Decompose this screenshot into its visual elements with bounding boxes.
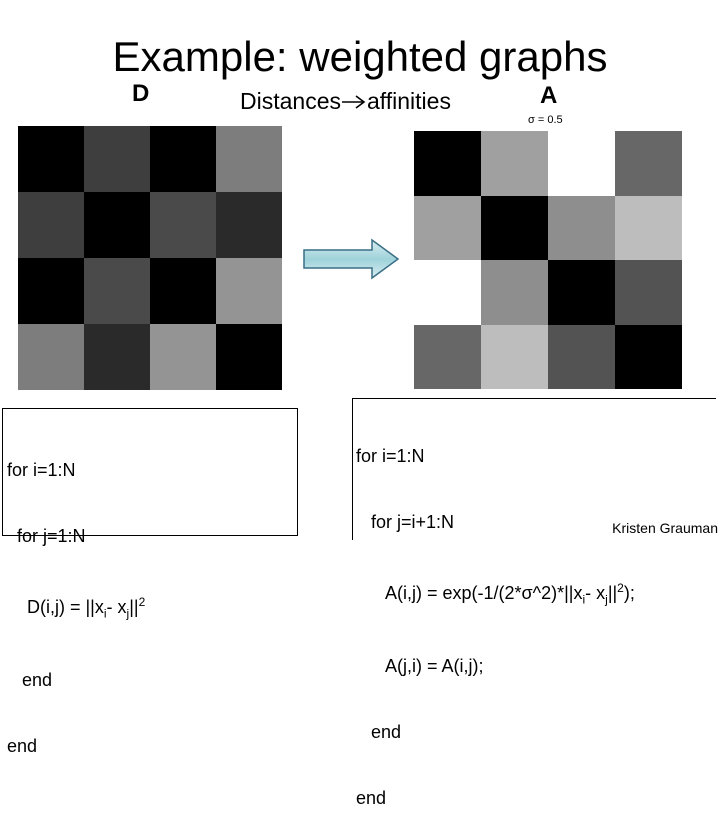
matrix-cell: [615, 131, 682, 196]
matrix-cell: [150, 126, 216, 192]
matrix-cell: [615, 260, 682, 325]
matrix-cell: [84, 258, 150, 324]
distance-code-box: for i=1:N for j=1:N D(i,j) = ||xi- xj||2…: [2, 408, 298, 756]
matrix-cell: [548, 131, 615, 196]
code-line: end: [7, 669, 53, 690]
matrix-cell: [84, 192, 150, 258]
code-line: for j=1:N: [7, 526, 86, 546]
code-line: A(j,i) = A(i,j);: [356, 655, 484, 676]
distance-matrix: [18, 126, 282, 390]
subtitle-distances: Distances: [240, 88, 341, 114]
matrix-cell: [414, 195, 481, 260]
code-line: D(i,j) = ||xi- xj||2: [7, 595, 146, 621]
matrix-cell: [414, 260, 481, 325]
transform-arrow-icon: [303, 238, 400, 280]
matrix-cell: [18, 324, 84, 390]
matrix-a-label: A: [540, 82, 558, 109]
matrix-cell: [150, 192, 216, 258]
matrix-cell: [150, 258, 216, 324]
affinity-code-box: for i=1:N for j=i+1:N A(i,j) = exp(-1/(2…: [352, 398, 716, 808]
code-line: end: [356, 721, 402, 742]
matrix-cell: [414, 324, 481, 389]
matrix-cell: [615, 195, 682, 260]
code-line: for j=i+1:N: [356, 512, 455, 532]
matrix-cell: [18, 192, 84, 258]
matrix-cell: [216, 258, 282, 324]
matrix-cell: [216, 192, 282, 258]
matrix-cell: [481, 324, 548, 389]
matrix-d-label: D: [132, 80, 150, 107]
code-line: for i=1:N: [356, 446, 425, 466]
matrix-cell: [84, 126, 150, 192]
code-line: for i=1:N: [7, 460, 76, 480]
matrix-cell: [414, 131, 481, 196]
right-arrow-icon: [341, 94, 366, 109]
slide-subtitle: Distances affinities: [240, 88, 451, 115]
subtitle-affinities: affinities: [366, 88, 451, 114]
sigma-value: σ = 0.5: [528, 114, 563, 126]
matrix-cell: [481, 260, 548, 325]
author-credit: Kristen Grauman: [612, 520, 718, 536]
matrix-cell: [216, 126, 282, 192]
matrix-cell: [548, 260, 615, 325]
matrix-cell: [150, 324, 216, 390]
matrix-cell: [548, 324, 615, 389]
slide-title: Example: weighted graphs: [112, 33, 608, 80]
matrix-cell: [548, 195, 615, 260]
matrix-cell: [18, 126, 84, 192]
matrix-cell: [481, 195, 548, 260]
matrix-cell: [84, 324, 150, 390]
matrix-cell: [481, 131, 548, 196]
affinity-matrix: [414, 131, 682, 389]
code-line: end: [356, 787, 387, 808]
matrix-cell: [216, 324, 282, 390]
code-line: A(i,j) = exp(-1/(2*σ^2)*||xi- xj||2);: [356, 581, 635, 607]
matrix-cell: [18, 258, 84, 324]
matrix-cell: [615, 324, 682, 389]
code-line: end: [7, 735, 38, 756]
